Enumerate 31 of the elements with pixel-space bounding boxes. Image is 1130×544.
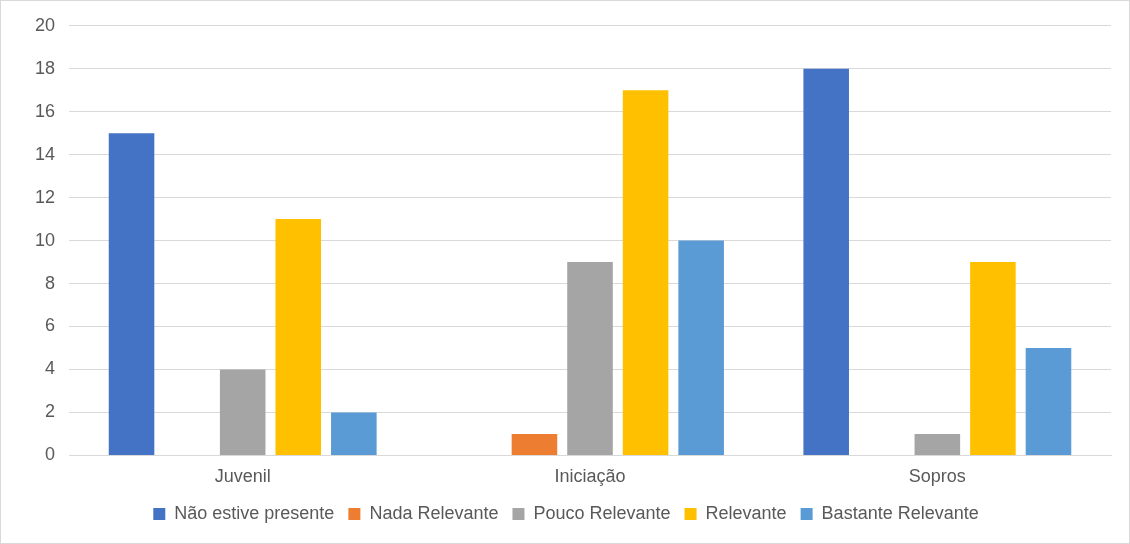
bar: [678, 240, 724, 455]
y-tick-label: 10: [34, 229, 56, 250]
y-tick-label: 16: [34, 100, 56, 121]
bar: [275, 219, 322, 455]
y-tick-label: 8: [45, 272, 56, 293]
bar: [622, 90, 669, 455]
legend-label: Relevante: [705, 502, 787, 523]
bar: [219, 369, 266, 455]
x-tick-label: Iniciação: [554, 466, 626, 487]
y-tick-label: 18: [34, 57, 56, 78]
y-tick-label: 0: [45, 444, 56, 465]
y-tick-label: 20: [34, 14, 56, 35]
bar: [1025, 348, 1072, 455]
x-tick-label: Juvenil: [214, 466, 271, 487]
y-tick-label: 2: [45, 401, 56, 422]
bar: [567, 262, 613, 455]
x-tick-label: Sopros: [908, 466, 966, 487]
y-tick-label: 4: [45, 358, 56, 379]
bar: [108, 133, 155, 455]
bar: [970, 262, 1016, 455]
y-tick-label: 6: [45, 315, 56, 336]
y-tick-label: 12: [34, 186, 56, 207]
legend-label: Não estive presente: [174, 502, 335, 523]
legend-label: Pouco Relevante: [533, 502, 671, 523]
bar: [803, 68, 849, 455]
legend-label: Nada Relevante: [369, 502, 499, 523]
y-tick-label: 14: [34, 143, 56, 164]
bar: [914, 433, 961, 455]
bar: [511, 433, 558, 455]
legend-label: Bastante Relevante: [821, 502, 979, 523]
bar: [331, 412, 377, 455]
